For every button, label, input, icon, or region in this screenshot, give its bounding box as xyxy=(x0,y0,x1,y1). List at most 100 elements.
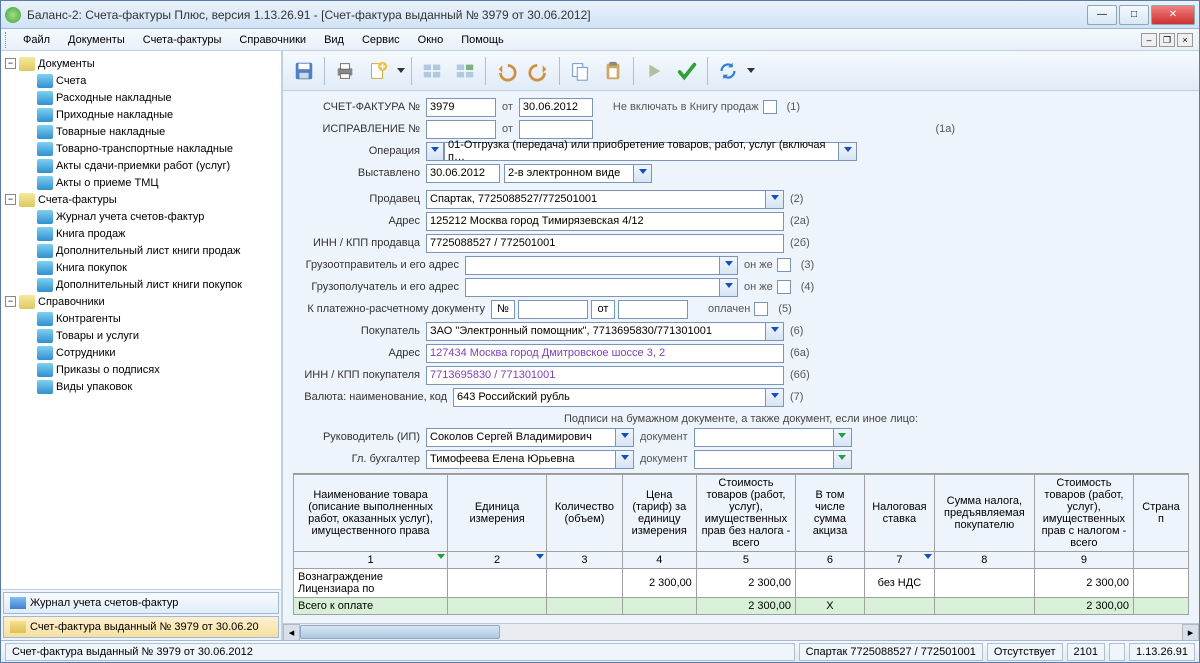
issued-mode-dropdown[interactable] xyxy=(634,164,652,183)
col-header[interactable]: Единица измерения xyxy=(448,475,547,552)
col-header[interactable]: Стоимость товаров (работ, услуг), имущес… xyxy=(1034,475,1133,552)
consignee-field[interactable] xyxy=(465,278,720,297)
tree-item[interactable]: Приходные накладные xyxy=(5,106,277,123)
shipper-field[interactable] xyxy=(465,256,720,275)
menu-documents[interactable]: Документы xyxy=(60,32,133,48)
grid1-button[interactable] xyxy=(417,56,447,86)
refresh-dropdown[interactable] xyxy=(746,64,756,77)
col-header[interactable]: Страна п xyxy=(1134,475,1189,552)
save-button[interactable] xyxy=(289,56,319,86)
cell-price[interactable]: 2 300,00 xyxy=(622,569,696,598)
new-dropdown[interactable] xyxy=(396,64,406,77)
shipper-same-checkbox[interactable] xyxy=(777,258,791,272)
check-button[interactable] xyxy=(672,56,702,86)
col-header[interactable]: Налоговая ставка xyxy=(864,475,934,552)
issued-mode-field[interactable]: 2-в электронном виде xyxy=(504,164,634,183)
head-dropdown[interactable] xyxy=(616,428,634,447)
tab-invoice[interactable]: Счет-фактура выданный № 3979 от 30.06.20 xyxy=(3,616,279,638)
menu-window[interactable]: Окно xyxy=(410,32,452,48)
buyer-dropdown[interactable] xyxy=(766,322,784,341)
refresh-button[interactable] xyxy=(713,56,743,86)
tree-item[interactable]: Книга покупок xyxy=(5,259,277,276)
mdi-min[interactable]: – xyxy=(1141,33,1157,47)
seller-dropdown[interactable] xyxy=(766,190,784,209)
col-header[interactable]: Сумма налога, предъявляемая покупателю xyxy=(934,475,1034,552)
minimize-button[interactable]: — xyxy=(1087,5,1117,25)
tree-invoices[interactable]: −Счета-фактуры xyxy=(5,191,277,208)
op-help-button[interactable] xyxy=(426,142,444,161)
menu-service[interactable]: Сервис xyxy=(354,32,408,48)
cell[interactable] xyxy=(934,569,1034,598)
currency-field[interactable]: 643 Российский рубль xyxy=(453,388,766,407)
mdi-close[interactable]: × xyxy=(1177,33,1193,47)
cell[interactable] xyxy=(1134,569,1189,598)
col-header[interactable]: В том числе сумма акциза xyxy=(796,475,865,552)
buyer-addr-field[interactable]: 127434 Москва город Дмитровское шоссе 3,… xyxy=(426,344,784,363)
paydoc-no-field[interactable] xyxy=(518,300,588,319)
tree-item[interactable]: Дополнительный лист книги покупок xyxy=(5,276,277,293)
buyer-inn-field[interactable]: 7713695830 / 771301001 xyxy=(426,366,784,385)
correction-no-field[interactable] xyxy=(426,120,496,139)
tree-item[interactable]: Виды упаковок xyxy=(5,378,277,395)
col-header[interactable]: Цена (тариф) за единицу измерения xyxy=(622,475,696,552)
scroll-left-button[interactable]: ◂ xyxy=(283,624,300,640)
tree-refs[interactable]: −Справочники xyxy=(5,293,277,310)
tree-item[interactable]: Акты сдачи-приемки работ (услуг) xyxy=(5,157,277,174)
col-number[interactable]: 5 xyxy=(696,552,795,569)
invoice-no-field[interactable]: 3979 xyxy=(426,98,496,117)
invoice-date-field[interactable]: 30.06.2012 xyxy=(519,98,593,117)
tab-journal[interactable]: Журнал учета счетов-фактур xyxy=(3,592,279,614)
no-book-checkbox[interactable] xyxy=(763,100,777,114)
undo-button[interactable] xyxy=(491,56,521,86)
col-header[interactable]: Наименование товара (описание выполненны… xyxy=(294,475,448,552)
redo-button[interactable] xyxy=(524,56,554,86)
tree-item[interactable]: Сотрудники xyxy=(5,344,277,361)
paste-button[interactable] xyxy=(598,56,628,86)
tree-documents[interactable]: −Документы xyxy=(5,55,277,72)
consignee-same-checkbox[interactable] xyxy=(777,280,791,294)
paid-checkbox[interactable] xyxy=(754,302,768,316)
tree-item[interactable]: Приказы о подписях xyxy=(5,361,277,378)
cell[interactable] xyxy=(796,569,865,598)
tree-item[interactable]: Книга продаж xyxy=(5,225,277,242)
seller-inn-field[interactable]: 7725088527 / 772501001 xyxy=(426,234,784,253)
horizontal-scrollbar[interactable]: ◂ ▸ xyxy=(283,623,1199,640)
buyer-field[interactable]: ЗАО "Электронный помощник", 7713695830/7… xyxy=(426,322,766,341)
tree-item[interactable]: Акты о приеме ТМЦ xyxy=(5,174,277,191)
col-number[interactable]: 8 xyxy=(934,552,1034,569)
print-button[interactable] xyxy=(330,56,360,86)
acc-field[interactable]: Тимофеева Елена Юрьевна xyxy=(426,450,616,469)
paydoc-date-field[interactable] xyxy=(618,300,688,319)
acc-doc-dropdown[interactable] xyxy=(834,450,852,469)
acc-doc-field[interactable] xyxy=(694,450,834,469)
operation-field[interactable]: 01-Отгрузка (передача) или приобретение … xyxy=(444,142,839,161)
menu-help[interactable]: Помощь xyxy=(453,32,512,48)
tree-item[interactable]: Расходные накладные xyxy=(5,89,277,106)
cell-rate[interactable]: без НДС xyxy=(864,569,934,598)
scroll-right-button[interactable]: ▸ xyxy=(1182,624,1199,640)
col-number[interactable] xyxy=(1134,552,1189,569)
maximize-button[interactable]: □ xyxy=(1119,5,1149,25)
menu-invoices[interactable]: Счета-фактуры xyxy=(135,32,230,48)
cell-name[interactable]: Вознаграждение Лицензиара по xyxy=(294,569,448,598)
head-field[interactable]: Соколов Сергей Владимирович xyxy=(426,428,616,447)
issued-date-field[interactable]: 30.06.2012 xyxy=(426,164,500,183)
cell[interactable] xyxy=(448,569,547,598)
tree-item[interactable]: Контрагенты xyxy=(5,310,277,327)
menu-refs[interactable]: Справочники xyxy=(231,32,314,48)
consignee-dropdown[interactable] xyxy=(720,278,738,297)
new-button[interactable] xyxy=(363,56,393,86)
seller-field[interactable]: Спартак, 7725088527/772501001 xyxy=(426,190,766,209)
head-doc-dropdown[interactable] xyxy=(834,428,852,447)
head-doc-field[interactable] xyxy=(694,428,834,447)
cell[interactable] xyxy=(547,569,623,598)
close-button[interactable]: ✕ xyxy=(1151,5,1195,25)
play-button[interactable] xyxy=(639,56,669,86)
col-number[interactable]: 7 xyxy=(864,552,934,569)
tree-item[interactable]: Журнал учета счетов-фактур xyxy=(5,208,277,225)
col-number[interactable]: 1 xyxy=(294,552,448,569)
col-number[interactable]: 9 xyxy=(1034,552,1133,569)
correction-date-field[interactable] xyxy=(519,120,593,139)
tree-item[interactable]: Счета xyxy=(5,72,277,89)
col-number[interactable]: 3 xyxy=(547,552,623,569)
